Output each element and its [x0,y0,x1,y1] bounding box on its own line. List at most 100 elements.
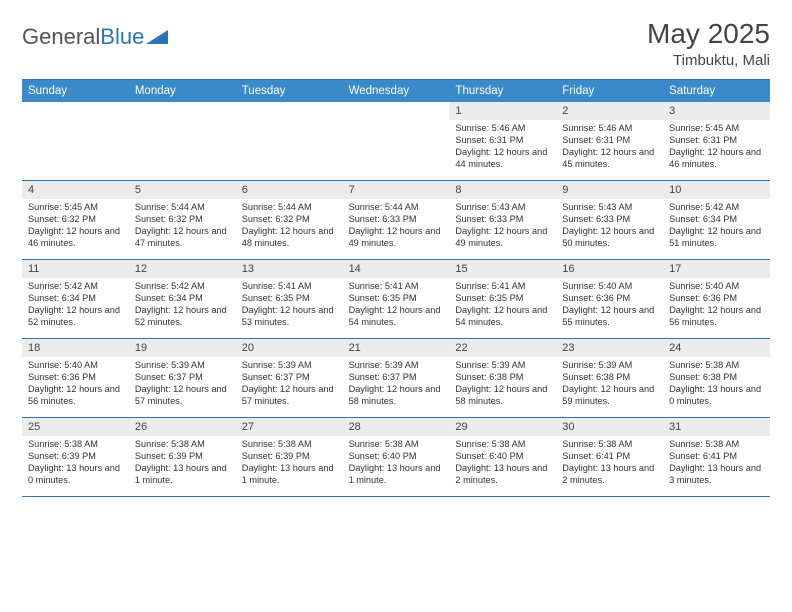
day-info: Sunrise: 5:42 AMSunset: 6:34 PMDaylight:… [129,278,236,333]
day-number: 11 [22,260,129,278]
day-cell: 12Sunrise: 5:42 AMSunset: 6:34 PMDayligh… [129,260,236,338]
daylight-line: Daylight: 12 hours and 59 minutes. [562,384,657,408]
daylight-line: Daylight: 12 hours and 52 minutes. [135,305,230,329]
day-number: 12 [129,260,236,278]
day-cell: 14Sunrise: 5:41 AMSunset: 6:35 PMDayligh… [343,260,450,338]
daylight-line: Daylight: 13 hours and 0 minutes. [28,463,123,487]
sunrise-line: Sunrise: 5:42 AM [669,202,764,214]
brand-part2: Blue [100,24,144,50]
day-cell: 20Sunrise: 5:39 AMSunset: 6:37 PMDayligh… [236,339,343,417]
day-cell: 30Sunrise: 5:38 AMSunset: 6:41 PMDayligh… [556,418,663,496]
day-info: Sunrise: 5:38 AMSunset: 6:41 PMDaylight:… [663,436,770,491]
day-cell: 29Sunrise: 5:38 AMSunset: 6:40 PMDayligh… [449,418,556,496]
sunset-line: Sunset: 6:35 PM [349,293,444,305]
day-number: 13 [236,260,343,278]
weeks-container: 1Sunrise: 5:46 AMSunset: 6:31 PMDaylight… [22,102,770,497]
sunrise-line: Sunrise: 5:45 AM [28,202,123,214]
day-header: Sunday [22,80,129,102]
daylight-line: Daylight: 13 hours and 0 minutes. [669,384,764,408]
day-cell: 6Sunrise: 5:44 AMSunset: 6:32 PMDaylight… [236,181,343,259]
calendar-page: GeneralBlue May 2025 Timbuktu, Mali Sund… [0,0,792,507]
day-number: 7 [343,181,450,199]
daylight-line: Daylight: 12 hours and 58 minutes. [455,384,550,408]
sunrise-line: Sunrise: 5:40 AM [28,360,123,372]
sunrise-line: Sunrise: 5:38 AM [669,439,764,451]
day-number: 21 [343,339,450,357]
sunset-line: Sunset: 6:31 PM [669,135,764,147]
sunrise-line: Sunrise: 5:46 AM [455,123,550,135]
day-cell: 31Sunrise: 5:38 AMSunset: 6:41 PMDayligh… [663,418,770,496]
sunset-line: Sunset: 6:35 PM [242,293,337,305]
daylight-line: Daylight: 12 hours and 57 minutes. [135,384,230,408]
sunrise-line: Sunrise: 5:38 AM [28,439,123,451]
sunset-line: Sunset: 6:40 PM [349,451,444,463]
sunrise-line: Sunrise: 5:39 AM [562,360,657,372]
day-cell: 7Sunrise: 5:44 AMSunset: 6:33 PMDaylight… [343,181,450,259]
day-info: Sunrise: 5:46 AMSunset: 6:31 PMDaylight:… [449,120,556,175]
sunset-line: Sunset: 6:36 PM [28,372,123,384]
logo-triangle-icon [146,24,168,50]
day-header: Tuesday [236,80,343,102]
sunset-line: Sunset: 6:31 PM [562,135,657,147]
title-block: May 2025 Timbuktu, Mali [647,18,770,69]
location: Timbuktu, Mali [647,52,770,69]
daylight-line: Daylight: 12 hours and 44 minutes. [455,147,550,171]
day-header-row: Sunday Monday Tuesday Wednesday Thursday… [22,80,770,102]
day-cell: 8Sunrise: 5:43 AMSunset: 6:33 PMDaylight… [449,181,556,259]
sunset-line: Sunset: 6:40 PM [455,451,550,463]
sunset-line: Sunset: 6:31 PM [455,135,550,147]
day-number: 22 [449,339,556,357]
sunset-line: Sunset: 6:33 PM [455,214,550,226]
day-number: 30 [556,418,663,436]
sunrise-line: Sunrise: 5:40 AM [669,281,764,293]
day-info: Sunrise: 5:39 AMSunset: 6:37 PMDaylight:… [129,357,236,412]
day-info: Sunrise: 5:39 AMSunset: 6:37 PMDaylight:… [236,357,343,412]
day-info: Sunrise: 5:45 AMSunset: 6:32 PMDaylight:… [22,199,129,254]
day-header: Thursday [449,80,556,102]
daylight-line: Daylight: 13 hours and 3 minutes. [669,463,764,487]
daylight-line: Daylight: 13 hours and 1 minute. [349,463,444,487]
day-number: 1 [449,102,556,120]
day-number: 18 [22,339,129,357]
day-number: 23 [556,339,663,357]
day-info: Sunrise: 5:38 AMSunset: 6:40 PMDaylight:… [343,436,450,491]
sunrise-line: Sunrise: 5:45 AM [669,123,764,135]
daylight-line: Daylight: 12 hours and 54 minutes. [455,305,550,329]
day-info: Sunrise: 5:45 AMSunset: 6:31 PMDaylight:… [663,120,770,175]
day-info: Sunrise: 5:44 AMSunset: 6:33 PMDaylight:… [343,199,450,254]
day-info: Sunrise: 5:42 AMSunset: 6:34 PMDaylight:… [22,278,129,333]
day-info: Sunrise: 5:43 AMSunset: 6:33 PMDaylight:… [556,199,663,254]
day-cell [343,102,450,180]
daylight-line: Daylight: 12 hours and 46 minutes. [669,147,764,171]
day-cell: 4Sunrise: 5:45 AMSunset: 6:32 PMDaylight… [22,181,129,259]
sunset-line: Sunset: 6:38 PM [669,372,764,384]
day-number: 19 [129,339,236,357]
brand-logo: GeneralBlue [22,18,168,50]
sunrise-line: Sunrise: 5:39 AM [135,360,230,372]
sunrise-line: Sunrise: 5:44 AM [242,202,337,214]
day-info: Sunrise: 5:40 AMSunset: 6:36 PMDaylight:… [22,357,129,412]
daylight-line: Daylight: 12 hours and 53 minutes. [242,305,337,329]
sunrise-line: Sunrise: 5:44 AM [135,202,230,214]
daylight-line: Daylight: 12 hours and 51 minutes. [669,226,764,250]
sunset-line: Sunset: 6:36 PM [669,293,764,305]
sunrise-line: Sunrise: 5:44 AM [349,202,444,214]
day-info: Sunrise: 5:38 AMSunset: 6:39 PMDaylight:… [236,436,343,491]
sunrise-line: Sunrise: 5:41 AM [455,281,550,293]
sunset-line: Sunset: 6:35 PM [455,293,550,305]
daylight-line: Daylight: 12 hours and 56 minutes. [28,384,123,408]
day-number: 14 [343,260,450,278]
day-cell: 26Sunrise: 5:38 AMSunset: 6:39 PMDayligh… [129,418,236,496]
day-number: 5 [129,181,236,199]
brand-part1: General [22,24,100,50]
day-info: Sunrise: 5:43 AMSunset: 6:33 PMDaylight:… [449,199,556,254]
day-cell: 21Sunrise: 5:39 AMSunset: 6:37 PMDayligh… [343,339,450,417]
day-number: 31 [663,418,770,436]
day-info: Sunrise: 5:41 AMSunset: 6:35 PMDaylight:… [343,278,450,333]
daylight-line: Daylight: 13 hours and 2 minutes. [455,463,550,487]
day-cell: 2Sunrise: 5:46 AMSunset: 6:31 PMDaylight… [556,102,663,180]
daylight-line: Daylight: 12 hours and 58 minutes. [349,384,444,408]
day-info: Sunrise: 5:41 AMSunset: 6:35 PMDaylight:… [236,278,343,333]
day-cell: 11Sunrise: 5:42 AMSunset: 6:34 PMDayligh… [22,260,129,338]
daylight-line: Daylight: 12 hours and 49 minutes. [349,226,444,250]
